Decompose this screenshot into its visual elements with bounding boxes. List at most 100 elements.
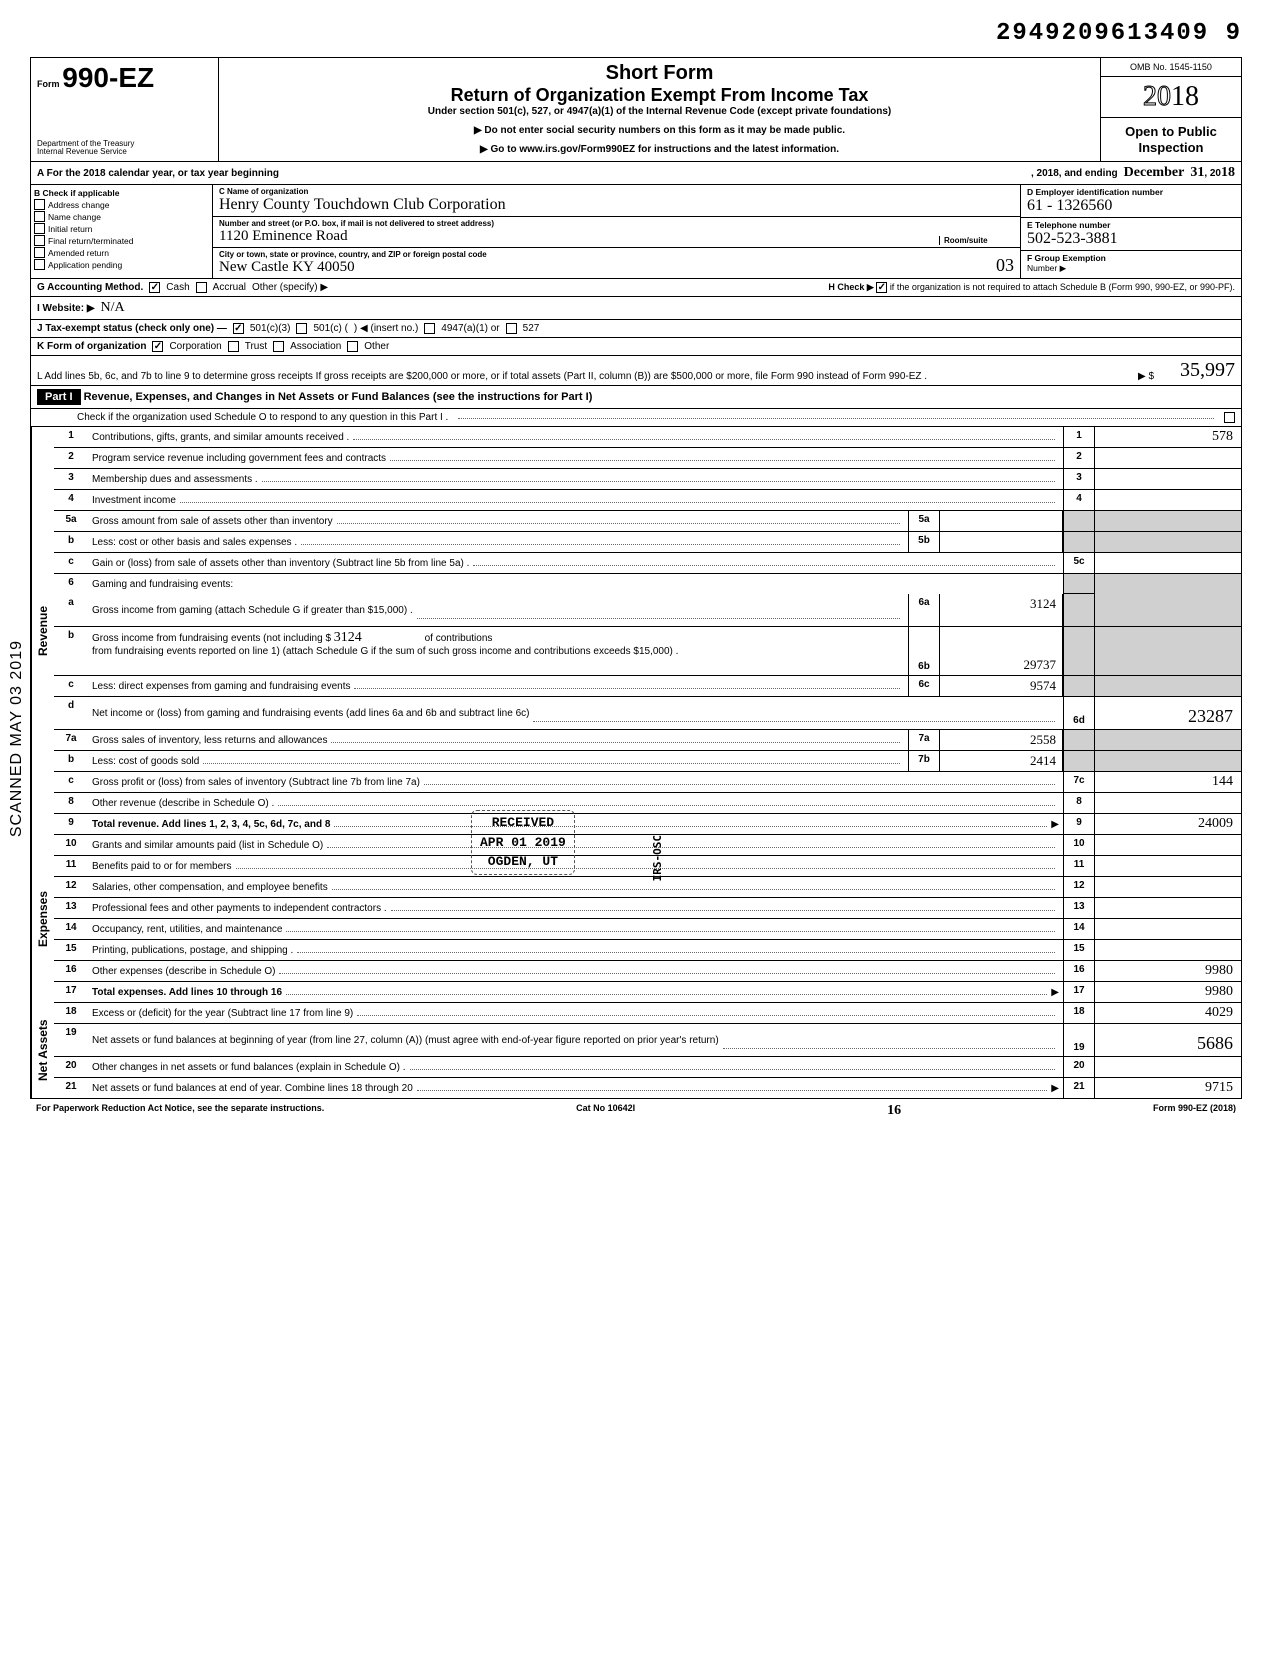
cb-4947[interactable]: [424, 323, 435, 334]
omb-number: OMB No. 1545-1150: [1101, 58, 1241, 77]
cb-trust[interactable]: [228, 341, 239, 352]
received-stamp: RECEIVED APR 01 2019 OGDEN, UT: [471, 810, 575, 875]
row-h-schedule-b: H Check ▶ if the organization is not req…: [828, 282, 1235, 293]
expenses-section: Expenses 10Grants and similar amounts pa…: [31, 835, 1241, 1003]
line-6c: cLess: direct expenses from gaming and f…: [54, 676, 1241, 697]
end-year: 18: [1221, 165, 1235, 181]
line-6a: aGross income from gaming (attach Schedu…: [54, 594, 1241, 627]
end-day: 31: [1190, 165, 1204, 181]
org-name: Henry County Touchdown Club Corporation: [219, 196, 506, 214]
line-4: 4Investment income4: [54, 490, 1241, 511]
revenue-section: Revenue 1Contributions, gifts, grants, a…: [31, 427, 1241, 835]
net-assets-section: Net Assets 18Excess or (deficit) for the…: [31, 1003, 1241, 1098]
line-19: 19Net assets or fund balances at beginni…: [54, 1024, 1241, 1057]
line-8: 8Other revenue (describe in Schedule O) …: [54, 793, 1241, 814]
part-1-header: Part I Revenue, Expenses, and Changes in…: [31, 386, 1241, 409]
cb-initial-return[interactable]: [34, 223, 45, 234]
zip-extra: 03: [996, 255, 1014, 276]
org-address: 1120 Eminence Road: [219, 228, 939, 245]
line-21: 21Net assets or fund balances at end of …: [54, 1078, 1241, 1098]
footer-cat: Cat No 10642I: [576, 1103, 635, 1119]
form-header: Form 990-EZ Department of the Treasury I…: [31, 58, 1241, 162]
form-note-url: ▶ Go to www.irs.gov/Form990EZ for instru…: [225, 144, 1094, 155]
line-10: 10Grants and similar amounts paid (list …: [54, 835, 1241, 856]
line-16: 16Other expenses (describe in Schedule O…: [54, 961, 1241, 982]
cb-name-change[interactable]: [34, 211, 45, 222]
header-left: Form 990-EZ Department of the Treasury I…: [31, 58, 219, 161]
info-grid: B Check if applicable Address change Nam…: [31, 185, 1241, 279]
footer-right: Form 990-EZ (2018): [1153, 1103, 1236, 1119]
form-title: Return of Organization Exempt From Incom…: [225, 85, 1094, 106]
side-revenue: Revenue: [31, 427, 54, 835]
cb-schedule-o[interactable]: [1224, 412, 1235, 423]
line-9: 9Total revenue. Add lines 1, 2, 3, 4, 5c…: [54, 814, 1241, 835]
cb-schedule-b[interactable]: [876, 282, 887, 293]
scanned-stamp: SCANNED MAY 03 2019: [8, 640, 26, 837]
ein: 61 - 1326560: [1027, 197, 1235, 215]
tax-year: 2018: [1101, 77, 1241, 118]
row-g-accounting: G Accounting Method. Cash Accrual Other …: [31, 279, 1241, 297]
line-20: 20Other changes in net assets or fund ba…: [54, 1057, 1241, 1078]
cb-527[interactable]: [506, 323, 517, 334]
row-j-tax-status: J Tax-exempt status (check only one) — 5…: [31, 320, 1241, 338]
side-net-assets: Net Assets: [31, 1003, 54, 1098]
cb-association[interactable]: [273, 341, 284, 352]
section-c-org: C Name of organization Henry County Touc…: [213, 185, 1020, 278]
page-footer: For Paperwork Reduction Act Notice, see …: [30, 1099, 1242, 1123]
irs-osc-stamp: IRS-OSC: [651, 835, 664, 881]
row-l-gross-receipts: L Add lines 5b, 6c, and 7b to line 9 to …: [31, 356, 1241, 386]
end-month: December: [1124, 165, 1185, 181]
line-7c: cGross profit or (loss) from sales of in…: [54, 772, 1241, 793]
cb-address-change[interactable]: [34, 199, 45, 210]
cb-corporation[interactable]: [152, 341, 163, 352]
cb-501c3[interactable]: [233, 323, 244, 334]
footer-page: 16: [887, 1103, 901, 1119]
cb-final-return[interactable]: [34, 235, 45, 246]
line-12: 12Salaries, other compensation, and empl…: [54, 877, 1241, 898]
line-1: 1Contributions, gifts, grants, and simil…: [54, 427, 1241, 448]
phone: 502-523-3881: [1027, 230, 1235, 248]
form-container: Form 990-EZ Department of the Treasury I…: [30, 57, 1242, 1099]
cb-accrual[interactable]: [196, 282, 207, 293]
form-note-ssn: ▶ Do not enter social security numbers o…: [225, 125, 1094, 136]
line-6d: dNet income or (loss) from gaming and fu…: [54, 697, 1241, 730]
cb-other-org[interactable]: [347, 341, 358, 352]
cb-501c[interactable]: [296, 323, 307, 334]
gross-receipts: 35,997: [1180, 359, 1235, 382]
side-expenses: Expenses: [31, 835, 54, 1003]
open-public-label: Open to Public Inspection: [1101, 118, 1241, 161]
website-value: N/A: [101, 300, 125, 316]
line-5b: bLess: cost or other basis and sales exp…: [54, 532, 1241, 553]
line-5c: cGain or (loss) from sale of assets othe…: [54, 553, 1241, 574]
department: Department of the Treasury Internal Reve…: [37, 140, 212, 158]
row-a-calendar-year: A For the 2018 calendar year, or tax yea…: [31, 162, 1241, 185]
line-6: 6Gaming and fundraising events:: [54, 574, 1241, 594]
line-6b: b Gross income from fundraising events (…: [54, 627, 1241, 676]
cb-cash[interactable]: [149, 282, 160, 293]
line-7a: 7aGross sales of inventory, less returns…: [54, 730, 1241, 751]
line-11: 11Benefits paid to or for members11: [54, 856, 1241, 877]
cb-application-pending[interactable]: [34, 259, 45, 270]
short-form-label: Short Form: [225, 62, 1094, 85]
section-b-checkboxes: B Check if applicable Address change Nam…: [31, 185, 213, 278]
row-i-website: I Website: ▶ N/A: [31, 297, 1241, 320]
document-id: 2949209613409 9: [30, 20, 1242, 47]
cb-amended-return[interactable]: [34, 247, 45, 258]
line-15: 15Printing, publications, postage, and s…: [54, 940, 1241, 961]
line-13: 13Professional fees and other payments t…: [54, 898, 1241, 919]
org-city: New Castle KY 40050: [219, 259, 996, 276]
row-k-org-form: K Form of organization Corporation Trust…: [31, 338, 1241, 356]
line-3: 3Membership dues and assessments .3: [54, 469, 1241, 490]
line-2: 2Program service revenue including gover…: [54, 448, 1241, 469]
form-number: Form 990-EZ: [37, 62, 212, 94]
form-subtitle: Under section 501(c), 527, or 4947(a)(1)…: [225, 106, 1094, 117]
line-17: 17Total expenses. Add lines 10 through 1…: [54, 982, 1241, 1003]
line-14: 14Occupancy, rent, utilities, and mainte…: [54, 919, 1241, 940]
footer-left: For Paperwork Reduction Act Notice, see …: [36, 1103, 324, 1119]
line-7b: bLess: cost of goods sold7b2414: [54, 751, 1241, 772]
header-right: OMB No. 1545-1150 2018 Open to Public In…: [1100, 58, 1241, 161]
section-def: D Employer identification number 61 - 13…: [1020, 185, 1241, 278]
line-5a: 5aGross amount from sale of assets other…: [54, 511, 1241, 532]
part-1-schedule-o-check: Check if the organization used Schedule …: [31, 409, 1241, 427]
header-center: Short Form Return of Organization Exempt…: [219, 58, 1100, 161]
